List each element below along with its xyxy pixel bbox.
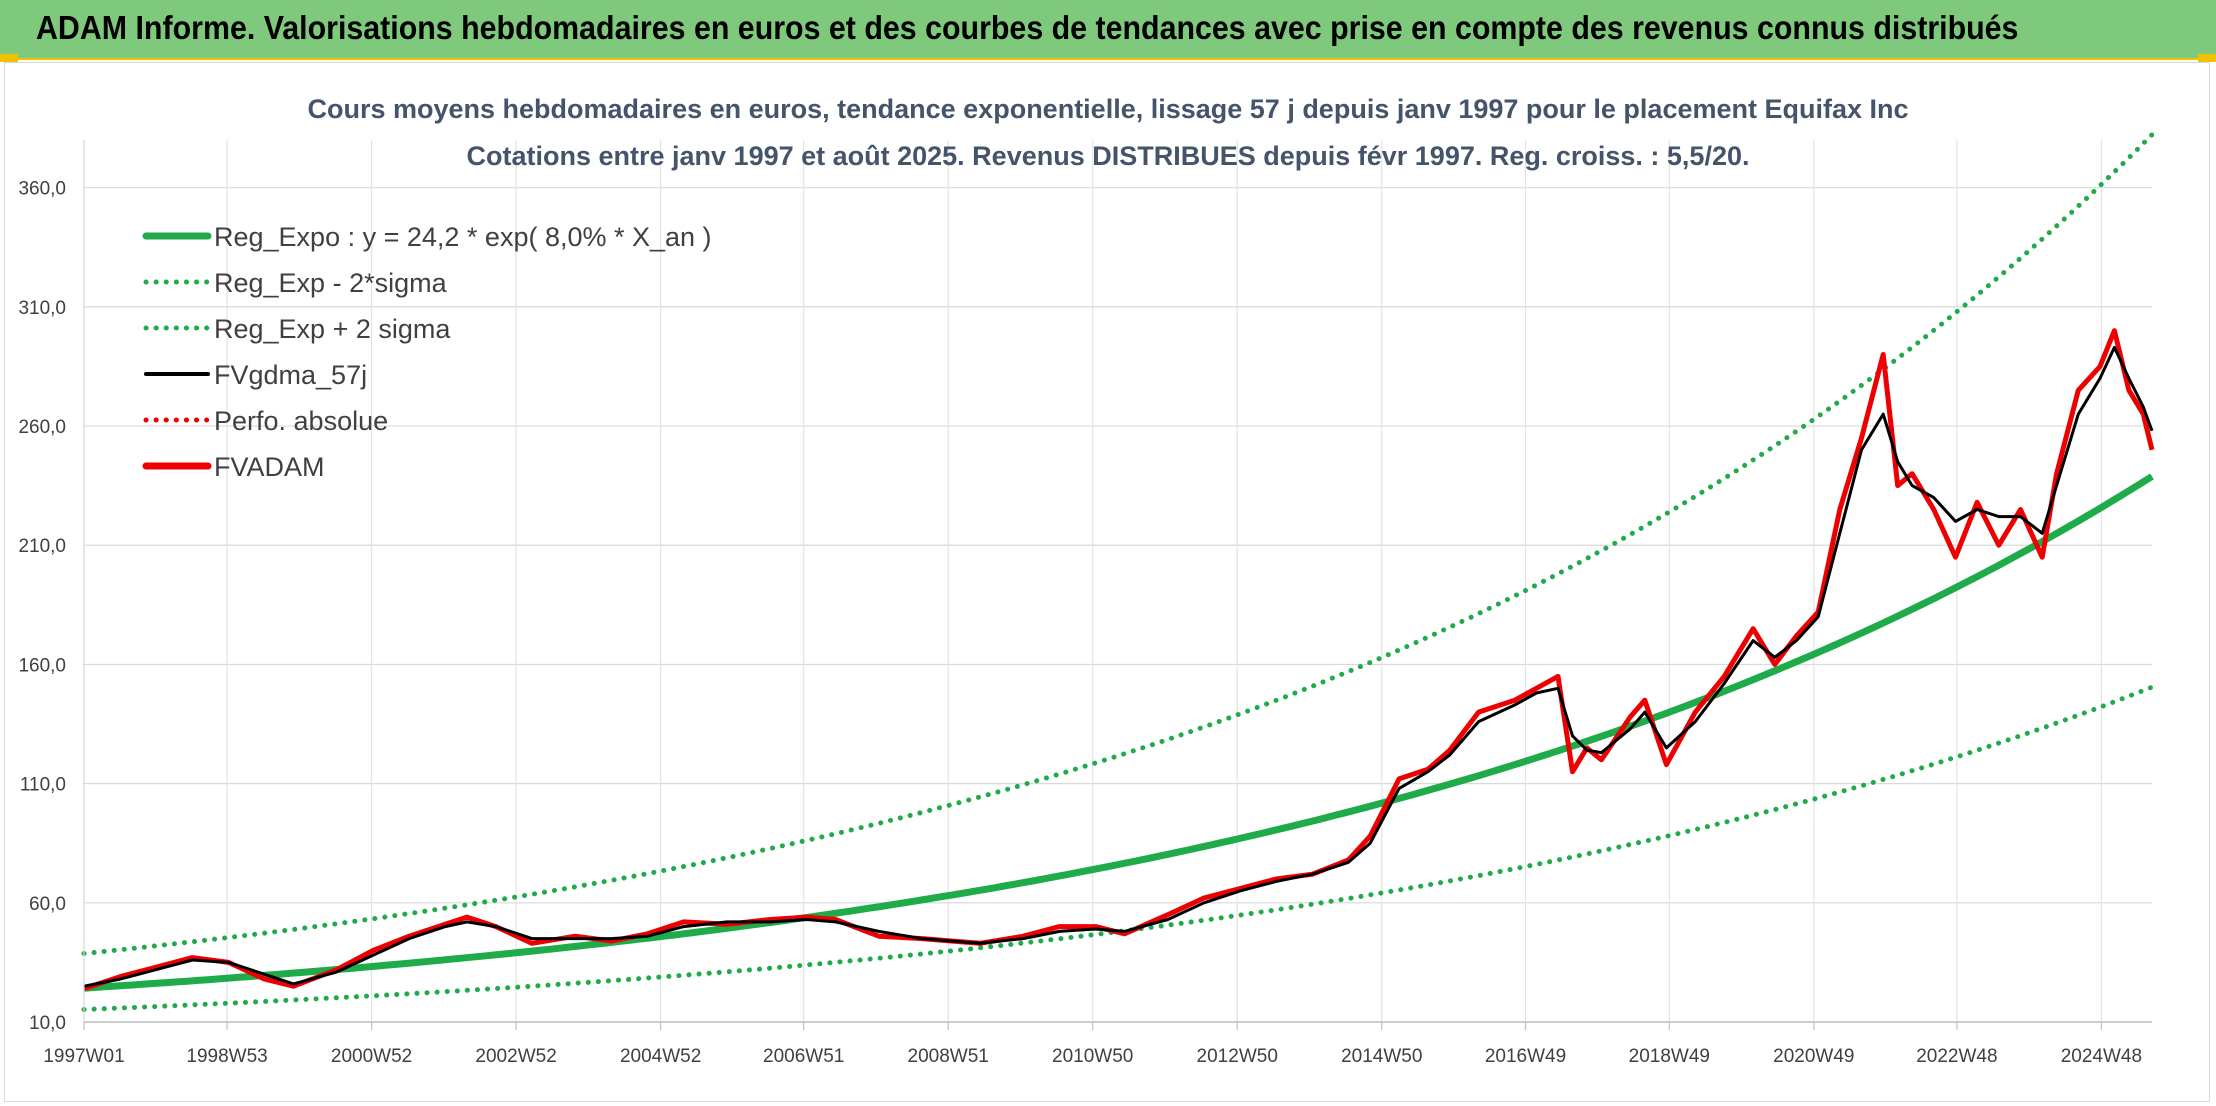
legend-label: Perfo. absolue [214,406,388,436]
grid [83,140,2152,1023]
x-tick-label: 2014W50 [1341,1046,1422,1067]
x-tick-label: 2024W48 [2061,1046,2142,1067]
x-tick-label: 2002W52 [475,1046,556,1067]
x-tick-label: 1998W53 [186,1046,267,1067]
y-tick-label: 360,0 [18,179,66,200]
x-tick-label: 2018W49 [1629,1046,1710,1067]
x-tick-label: 2020W49 [1773,1046,1854,1067]
report-banner: ADAM Informe. Valorisations hebdomadaire… [0,0,2216,60]
x-tick-label: 2022W48 [1916,1046,1997,1067]
y-tick-label: 110,0 [20,775,66,796]
trend-regression-line [83,473,2154,992]
legend-label: Reg_Expo : y = 24,2 * exp( 8,0% * X_an ) [214,222,712,252]
x-tick-label: 2008W51 [908,1046,989,1067]
x-tick-label: 2012W50 [1197,1046,1278,1067]
x-tick-label: 1997W01 [43,1046,124,1067]
x-tick-label: 2004W52 [620,1046,701,1067]
fvgdma-57j-line [83,345,2154,988]
report-title: ADAM Informe. Valorisations hebdomadaire… [36,9,2019,46]
x-tick-label: 2000W52 [331,1046,412,1067]
y-tick-label: 310,0 [18,298,66,319]
legend: Reg_Expo : y = 24,2 * exp( 8,0% * X_an )… [142,222,712,482]
chart-frame [4,62,2210,1102]
legend-label: Reg_Exp + 2 sigma [214,314,451,344]
chart-title: Cours moyens hebdomadaires en euros, ten… [307,94,1908,124]
x-tick-label: 2010W50 [1052,1046,1133,1067]
x-tick-label: 2016W49 [1485,1046,1566,1067]
chart-subtitle: Cotations entre janv 1997 et août 2025. … [467,141,1750,171]
x-tick-label: 2006W51 [763,1046,844,1067]
y-tick-label: 160,0 [18,655,66,676]
legend-label: FVADAM [214,452,325,482]
banner-corner-right [2198,54,2216,62]
legend-label: FVgdma_57j [214,360,367,390]
axes: 10,0 60,0 110,0 160,0 210,0 260,0 310,0 360,0 19… [18,140,2152,1067]
y-tick-label: 260,0 [18,417,66,438]
banner-corner-left [0,54,18,62]
legend-label: Reg_Exp - 2*sigma [214,268,448,298]
trend-lower-2sigma-line [81,684,2155,1012]
y-tick-label: 60,0 [29,894,66,915]
fvadam-price-line [83,328,2155,991]
y-tick-label: 10,0 [29,1013,66,1034]
plot-area [81,132,2155,1012]
y-tick-label: 210,0 [18,536,66,557]
trend-upper-2sigma-line [81,132,2155,956]
